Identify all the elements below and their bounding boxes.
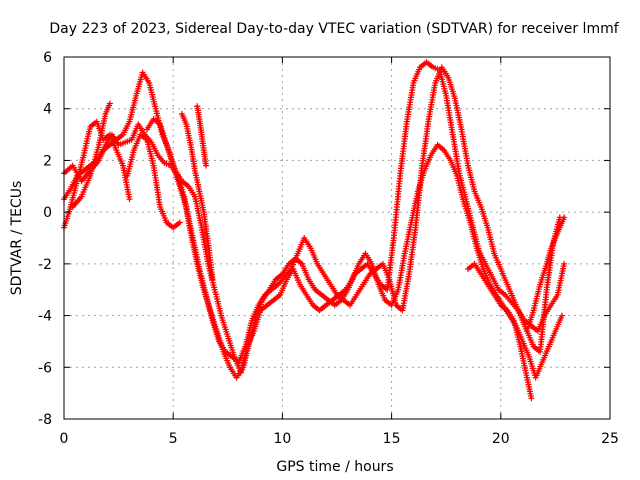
y-tick-label: -6: [38, 360, 52, 376]
data-series: [61, 118, 133, 231]
data-series: [524, 214, 568, 335]
series-plus-markers: [144, 64, 563, 366]
data-series: [61, 59, 568, 381]
data-series: [465, 260, 535, 402]
series-plus-markers: [61, 59, 568, 381]
data-series: [194, 103, 209, 169]
series-plus-markers: [465, 260, 535, 402]
plot-frame: [63, 56, 611, 420]
series-plus-markers: [124, 131, 183, 231]
series-plus-markers: [178, 110, 216, 283]
axis-ticks: [63, 56, 611, 420]
y-tick-label: -8: [38, 412, 52, 428]
series-plus-markers: [69, 100, 113, 210]
y-tick-labels: -8 -6 -4 -2 0 2 4 6: [38, 50, 52, 428]
y-tick-label: 6: [43, 50, 52, 66]
x-axis-label: GPS time / hours: [276, 459, 393, 475]
y-tick-label: 0: [43, 205, 52, 221]
y-tick-label: -4: [38, 309, 52, 325]
x-tick-label: 0: [60, 431, 69, 447]
y-axis-label: SDTVAR / TECUs: [9, 181, 25, 296]
data-series: [178, 110, 216, 283]
x-tick-labels: 0 5 10 15 20 25: [60, 431, 619, 447]
x-tick-label: 25: [601, 431, 619, 447]
chart-title: Day 223 of 2023, Sidereal Day-to-day VTE…: [49, 21, 619, 37]
x-tick-label: 10: [273, 431, 291, 447]
y-tick-label: 4: [43, 102, 52, 118]
data-traces: [61, 59, 568, 402]
series-trace: [62, 61, 566, 379]
data-series: [69, 100, 113, 210]
data-series: [124, 131, 183, 231]
series-trace: [466, 262, 533, 400]
x-tick-label: 15: [383, 431, 401, 447]
series-plus-markers: [524, 214, 568, 335]
x-tick-label: 5: [169, 431, 178, 447]
grid-lines: [64, 57, 610, 419]
y-tick-label: -2: [38, 257, 52, 273]
x-tick-label: 20: [492, 431, 510, 447]
data-series: [144, 64, 563, 366]
series-plus-markers: [194, 103, 209, 169]
y-tick-label: 2: [43, 153, 52, 169]
